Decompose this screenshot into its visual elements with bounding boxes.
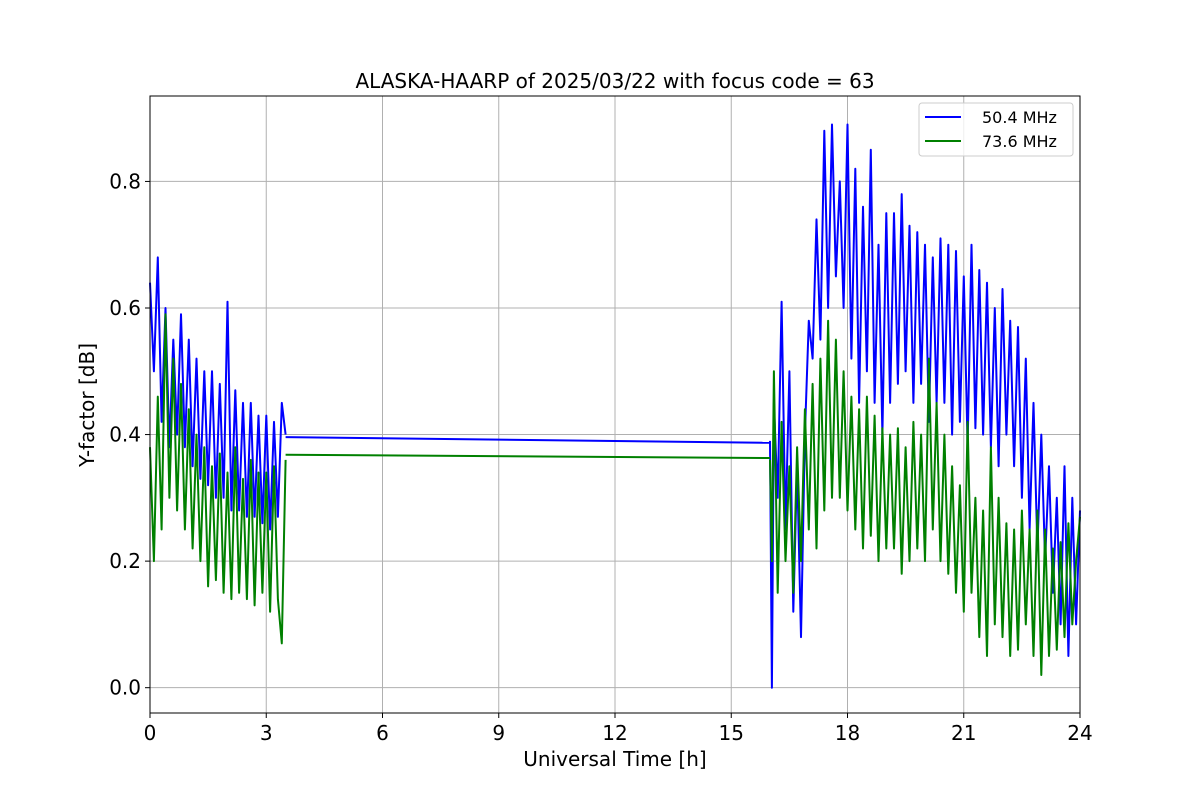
x-tick-label: 3 <box>260 721 273 745</box>
x-tick-label: 24 <box>1067 721 1092 745</box>
y-tick-label: 0.6 <box>109 296 141 320</box>
x-tick-label: 12 <box>602 721 627 745</box>
y-tick-label: 0.2 <box>109 549 141 573</box>
chart-title: ALASKA-HAARP of 2025/03/22 with focus co… <box>355 69 874 93</box>
grid-lines <box>149 96 1081 713</box>
x-tick-label: 0 <box>144 721 157 745</box>
x-tick-label: 6 <box>376 721 389 745</box>
series-line-50-4-mhz <box>769 123 1081 689</box>
y-tick-label: 0.8 <box>109 169 141 193</box>
series-line-73-6-mhz <box>149 313 287 645</box>
series-line-73-6-mhz <box>285 453 771 459</box>
y-axis-label: Y-factor [dB] <box>75 343 99 468</box>
series-layer <box>149 123 1081 689</box>
y-tick-label: 0.4 <box>109 423 141 447</box>
x-tick-label: 18 <box>835 721 860 745</box>
legend: 50.4 MHz 73.6 MHz <box>918 102 1074 157</box>
y-tick-label: 0.0 <box>109 676 141 700</box>
legend-label-73-6-mhz: 73.6 MHz <box>982 132 1057 151</box>
series-line-50-4-mhz <box>149 256 287 531</box>
x-axis-label: Universal Time [h] <box>523 747 706 771</box>
y-axis-ticks: 0.0 0.2 0.4 0.6 0.8 <box>109 169 150 700</box>
x-tick-label: 9 <box>492 721 505 745</box>
x-axis-ticks: 0 3 6 9 12 15 18 21 24 <box>144 713 1093 745</box>
x-tick-label: 21 <box>951 721 976 745</box>
series-line-50-4-mhz <box>285 436 771 444</box>
x-tick-label: 15 <box>719 721 744 745</box>
legend-label-50-4-mhz: 50.4 MHz <box>982 108 1057 127</box>
series-line-73-6-mhz <box>769 319 1081 676</box>
